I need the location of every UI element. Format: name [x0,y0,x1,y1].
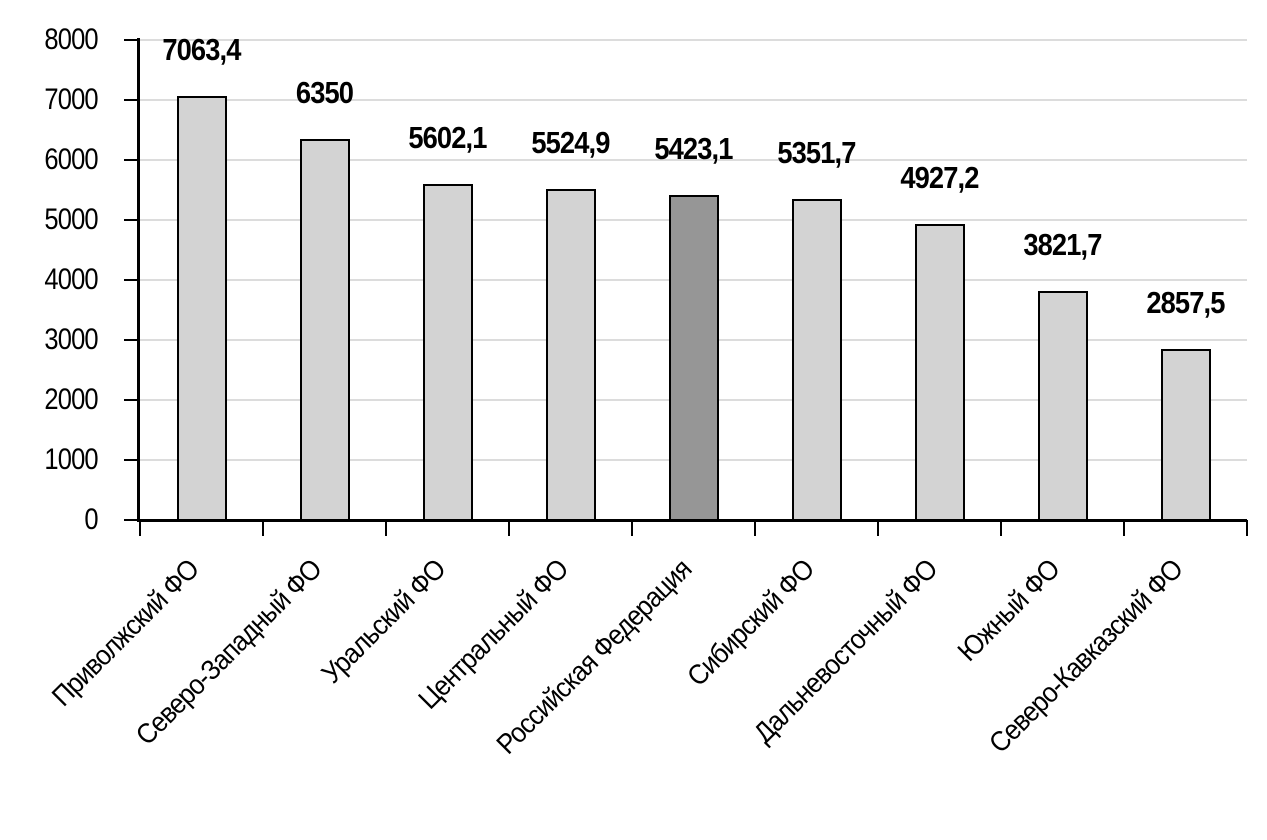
y-axis-tick-label: 2000 [6,383,99,417]
bar-value-label: 5423,1 [584,130,804,166]
x-axis-tick [138,520,142,536]
y-axis-tick-label: 1000 [6,443,99,477]
bar-value-label-text: 6350 [295,75,354,110]
x-axis-category-label: Уральский ФО [314,553,451,690]
y-axis-tick-label: 3000 [6,323,99,357]
y-axis-line [137,38,140,522]
bar-value-label: 6350 [215,76,435,110]
bar-value-label: 5602,1 [338,119,558,155]
y-axis-tick-label-text: 8000 [44,23,99,56]
y-axis-tick [124,398,140,402]
bar-value-label-text: 2857,5 [1146,284,1225,320]
bar-value-label-text: 4927,2 [900,160,979,196]
x-axis-tick [1245,520,1249,536]
y-axis-tick-label-text: 6000 [44,143,99,176]
bar-highlighted [668,194,719,520]
y-axis-tick-label-text: 7000 [44,83,99,116]
x-axis-line [137,518,1247,522]
y-axis-tick [124,218,140,222]
y-axis-tick [124,338,140,342]
bar-value-label: 5351,7 [707,134,927,170]
bar-value-label-text: 5602,1 [408,119,487,155]
y-axis-tick [124,278,140,282]
y-axis-tick [124,38,140,42]
bar-value-label-text: 5423,1 [654,130,733,166]
bar [1037,290,1088,520]
bar-value-label: 4927,2 [830,161,1050,195]
bar [422,183,473,520]
y-axis-tick [124,98,140,102]
x-axis-tick [507,520,511,536]
y-axis-tick-label: 6000 [6,143,99,177]
x-axis-tick [630,520,634,536]
y-axis-tick-label: 5000 [6,203,99,237]
y-axis-tick-label-text: 0 [84,503,99,536]
bar-value-label: 7063,4 [92,33,312,67]
x-axis-tick [876,520,880,536]
y-axis-tick [124,518,140,522]
bar [791,198,842,520]
bar-value-label: 3821,7 [953,226,1173,262]
x-axis-tick [999,520,1003,536]
bar-value-label-text: 5524,9 [531,124,610,160]
bar-value-label-text: 3821,7 [1023,226,1102,262]
bar-value-label-text: 7063,4 [162,32,241,68]
y-axis-tick-label-text: 1000 [44,443,99,476]
x-axis-tick [261,520,265,536]
bar [176,96,227,520]
y-axis-tick-label-text: 2000 [44,383,99,416]
gridline [140,39,1247,41]
y-axis-tick-label: 4000 [6,263,99,297]
y-axis-tick [124,158,140,162]
gridline [140,159,1247,161]
x-axis-tick [384,520,388,536]
x-axis-tick [1122,520,1126,536]
y-axis-tick-label: 0 [6,503,99,537]
y-axis-tick-label: 7000 [6,83,99,117]
y-axis-tick [124,458,140,462]
gridline [140,99,1247,101]
bar-value-label-text: 5351,7 [777,134,856,170]
y-axis-tick-label: 8000 [6,23,99,57]
x-axis-category-label: Сибирский ФО [681,553,820,692]
y-axis-tick-label-text: 5000 [44,203,99,236]
bar-value-label: 2857,5 [1076,284,1267,320]
bar [1160,348,1211,520]
y-axis-tick-label-text: 3000 [44,323,99,356]
y-axis-tick-label-text: 4000 [44,263,99,296]
x-axis-category-label: Южный ФО [952,553,1066,668]
x-axis-tick [753,520,757,536]
bar [545,188,596,520]
bar [299,139,350,520]
bar-value-label: 5524,9 [461,124,681,160]
bar [914,224,965,520]
